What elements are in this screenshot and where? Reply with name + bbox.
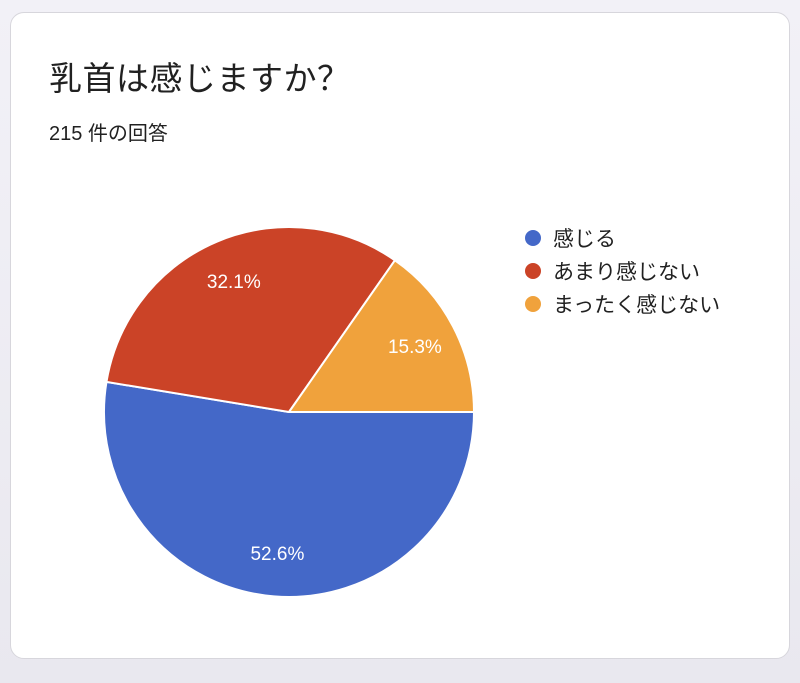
pie-slice-0 [103,380,475,598]
response-count: 215 件の回答 [49,123,168,145]
legend-item-1: あまり感じない [525,254,720,287]
legend-label: あまり感じない [553,260,700,284]
pie-chart-svg: 52.6% 32.1% 15.3% [103,225,475,598]
chart-results-card: 乳首は感じますか？ 215 件の回答 52.6% 32.1% 15.3% 感じるあま… [10,12,790,659]
legend-item-0: 感じる [525,221,720,254]
chart-legend: 感じるあまり感じない まったく感じない [525,221,720,320]
slice-percent-label-1: 32.1% [207,272,261,293]
pie-slice-2 [288,259,475,413]
legend-item-2: まったく感じない [525,287,720,320]
slice-percent-label-0: 52.6% [250,544,304,565]
pie-chart: 52.6% 32.1% 15.3% [89,212,489,612]
legend-label: まったく感じない [553,293,721,317]
question-title: 乳首は感じますか？ [49,60,351,97]
slice-percent-label-2: 15.3% [388,337,442,358]
legend-color-dot [525,229,541,246]
legend-label: 感じる [553,227,616,251]
legend-color-dot [525,262,541,279]
pie-slice-1 [105,225,396,413]
legend-color-dot [525,295,541,312]
